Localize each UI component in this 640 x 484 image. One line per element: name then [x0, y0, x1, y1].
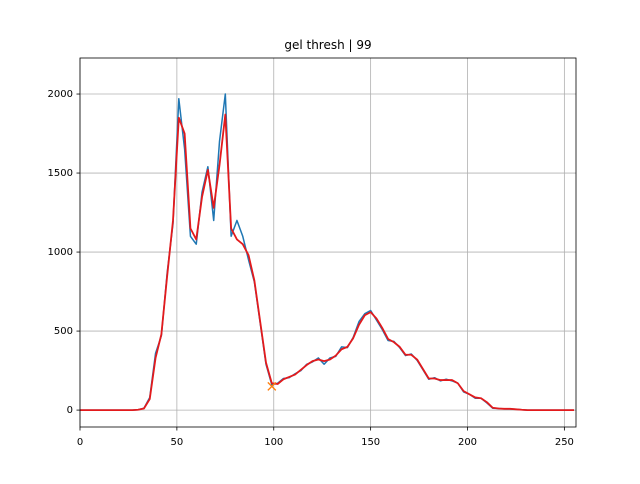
y-tick-label: 0 [67, 405, 73, 416]
chart-title: gel thresh | 99 [284, 38, 371, 52]
x-tick-label: 0 [77, 437, 83, 448]
y-tick-label: 500 [54, 326, 73, 337]
x-tick-label: 50 [171, 437, 184, 448]
y-tick-label: 1000 [48, 247, 73, 258]
x-tick-label: 250 [555, 437, 574, 448]
y-tick-label: 1500 [48, 168, 73, 179]
x-tick-label: 100 [264, 437, 283, 448]
x-tick-label: 200 [458, 437, 477, 448]
plot-frame [79, 57, 577, 428]
data-line [80, 113, 575, 411]
x-tick-label: 150 [361, 437, 380, 448]
y-tick-label: 2000 [48, 89, 73, 100]
threshold-marker [267, 381, 277, 391]
